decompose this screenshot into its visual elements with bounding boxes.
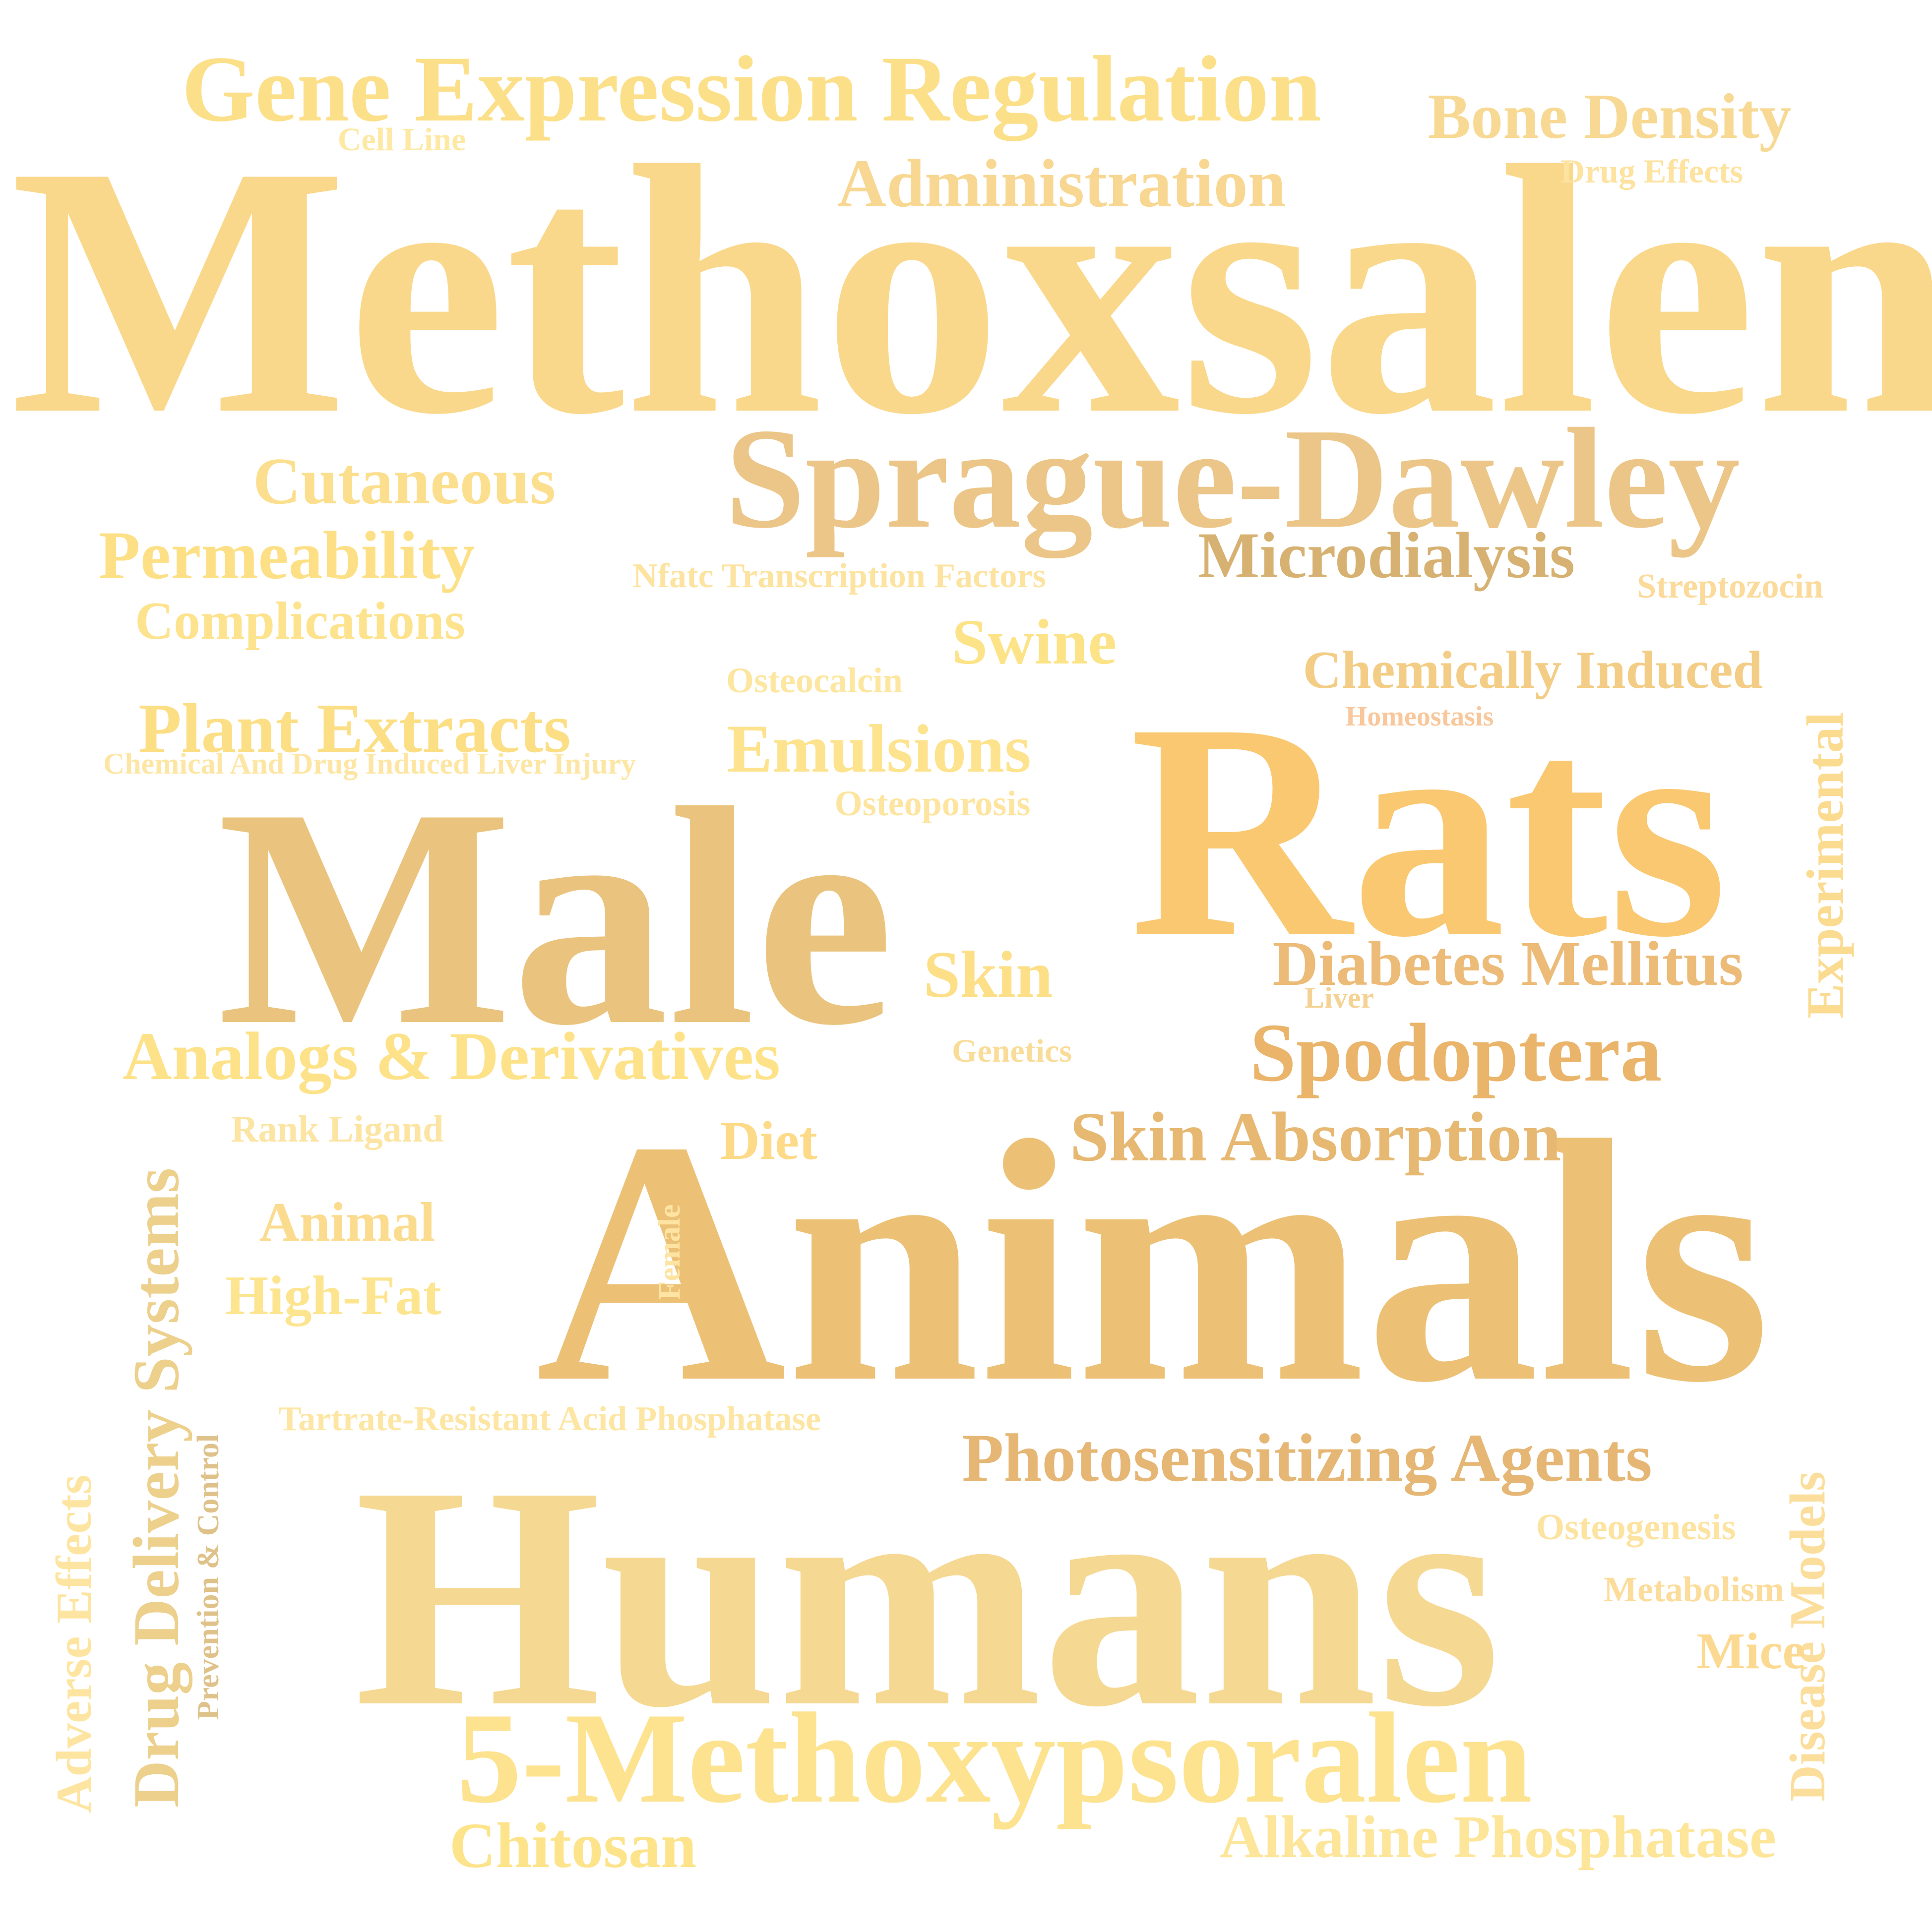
word-spodoptera: Spodoptera <box>1249 1007 1662 1099</box>
word-5-methoxypsoralen: 5-Methoxypsoralen <box>456 1686 1533 1830</box>
word-analogs-derivatives: Analogs & Derivatives <box>122 1018 781 1094</box>
word-plant-extracts: Plant Extracts <box>138 689 571 767</box>
word-homeostasis: Homeostasis <box>1345 701 1494 732</box>
word-rats: Rats <box>1129 661 1728 1001</box>
word-osteoporosis: Osteoporosis <box>834 784 1031 823</box>
word-genetics: Genetics <box>952 1033 1072 1069</box>
word-photosensitizing-agents: Photosensitizing Agents <box>962 1420 1652 1496</box>
word-mice: Mice <box>1696 1623 1806 1680</box>
word-gene-expression-regulation: Gene Expression Regulation <box>182 37 1321 141</box>
word-osteocalcin: Osteocalcin <box>726 661 903 700</box>
word-animals: Animals <box>536 1070 1771 1454</box>
word-drug-delivery-systems: Drug Delivery Systems <box>120 1167 192 1808</box>
word-high-fat: High-Fat <box>225 1265 441 1327</box>
word-tartrate-resistant-acid-phosphatase: Tartrate-Resistant Acid Phosphatase <box>278 1400 821 1438</box>
word-bone-density: Bone Density <box>1428 81 1792 152</box>
word-cutaneous: Cutaneous <box>252 444 556 518</box>
word-humans: Humans <box>354 1421 1501 1772</box>
word-adverse-effects: Adverse Effects <box>46 1474 102 1813</box>
word-experimental: Experimental <box>1796 712 1854 1019</box>
word-administration: Administration <box>837 145 1286 221</box>
word-liver: Liver <box>1305 981 1374 1014</box>
word-chitosan: Chitosan <box>449 1810 697 1881</box>
word-osteogenesis: Osteogenesis <box>1536 1507 1736 1548</box>
word-microdialysis: Microdialysis <box>1197 519 1575 592</box>
word-emulsions: Emulsions <box>727 711 1031 786</box>
word-alkaline-phosphatase: Alkaline Phosphatase <box>1220 1804 1776 1871</box>
word-chemically-induced: Chemically Induced <box>1303 641 1763 700</box>
word-diabetes-mellitus: Diabetes Mellitus <box>1272 928 1744 999</box>
word-swine: Swine <box>951 606 1117 678</box>
word-methoxsalen: Methoxsalen <box>10 92 1932 488</box>
word-sprague-dawley: Sprague-Dawley <box>725 399 1741 558</box>
word-male: Male <box>217 744 894 1090</box>
word-animal: Animal <box>259 1192 436 1253</box>
word-complications: Complications <box>134 592 466 651</box>
word-diet: Diet <box>720 1110 817 1171</box>
word-metabolism: Metabolism <box>1604 1570 1784 1609</box>
word-skin: Skin <box>923 938 1053 1011</box>
word-drug-effects: Drug Effects <box>1560 152 1744 190</box>
word-nfatc-transcription-factors: Nfatc Transcription Factors <box>632 557 1046 595</box>
word-chemical-and-drug-induced-liver-injury: Chemical And Drug Induced Liver Injury <box>103 747 636 780</box>
word-female: Female <box>653 1204 686 1300</box>
word-prevention-control: Prevention & Control <box>191 1434 225 1720</box>
word-cell-line: Cell Line <box>337 121 466 158</box>
word-streptozocin: Streptozocin <box>1637 567 1823 605</box>
word-permeability: Permeability <box>98 517 475 593</box>
word-rank-ligand: Rank Ligand <box>231 1108 444 1150</box>
word-skin-absorption: Skin Absorption <box>1069 1097 1561 1176</box>
